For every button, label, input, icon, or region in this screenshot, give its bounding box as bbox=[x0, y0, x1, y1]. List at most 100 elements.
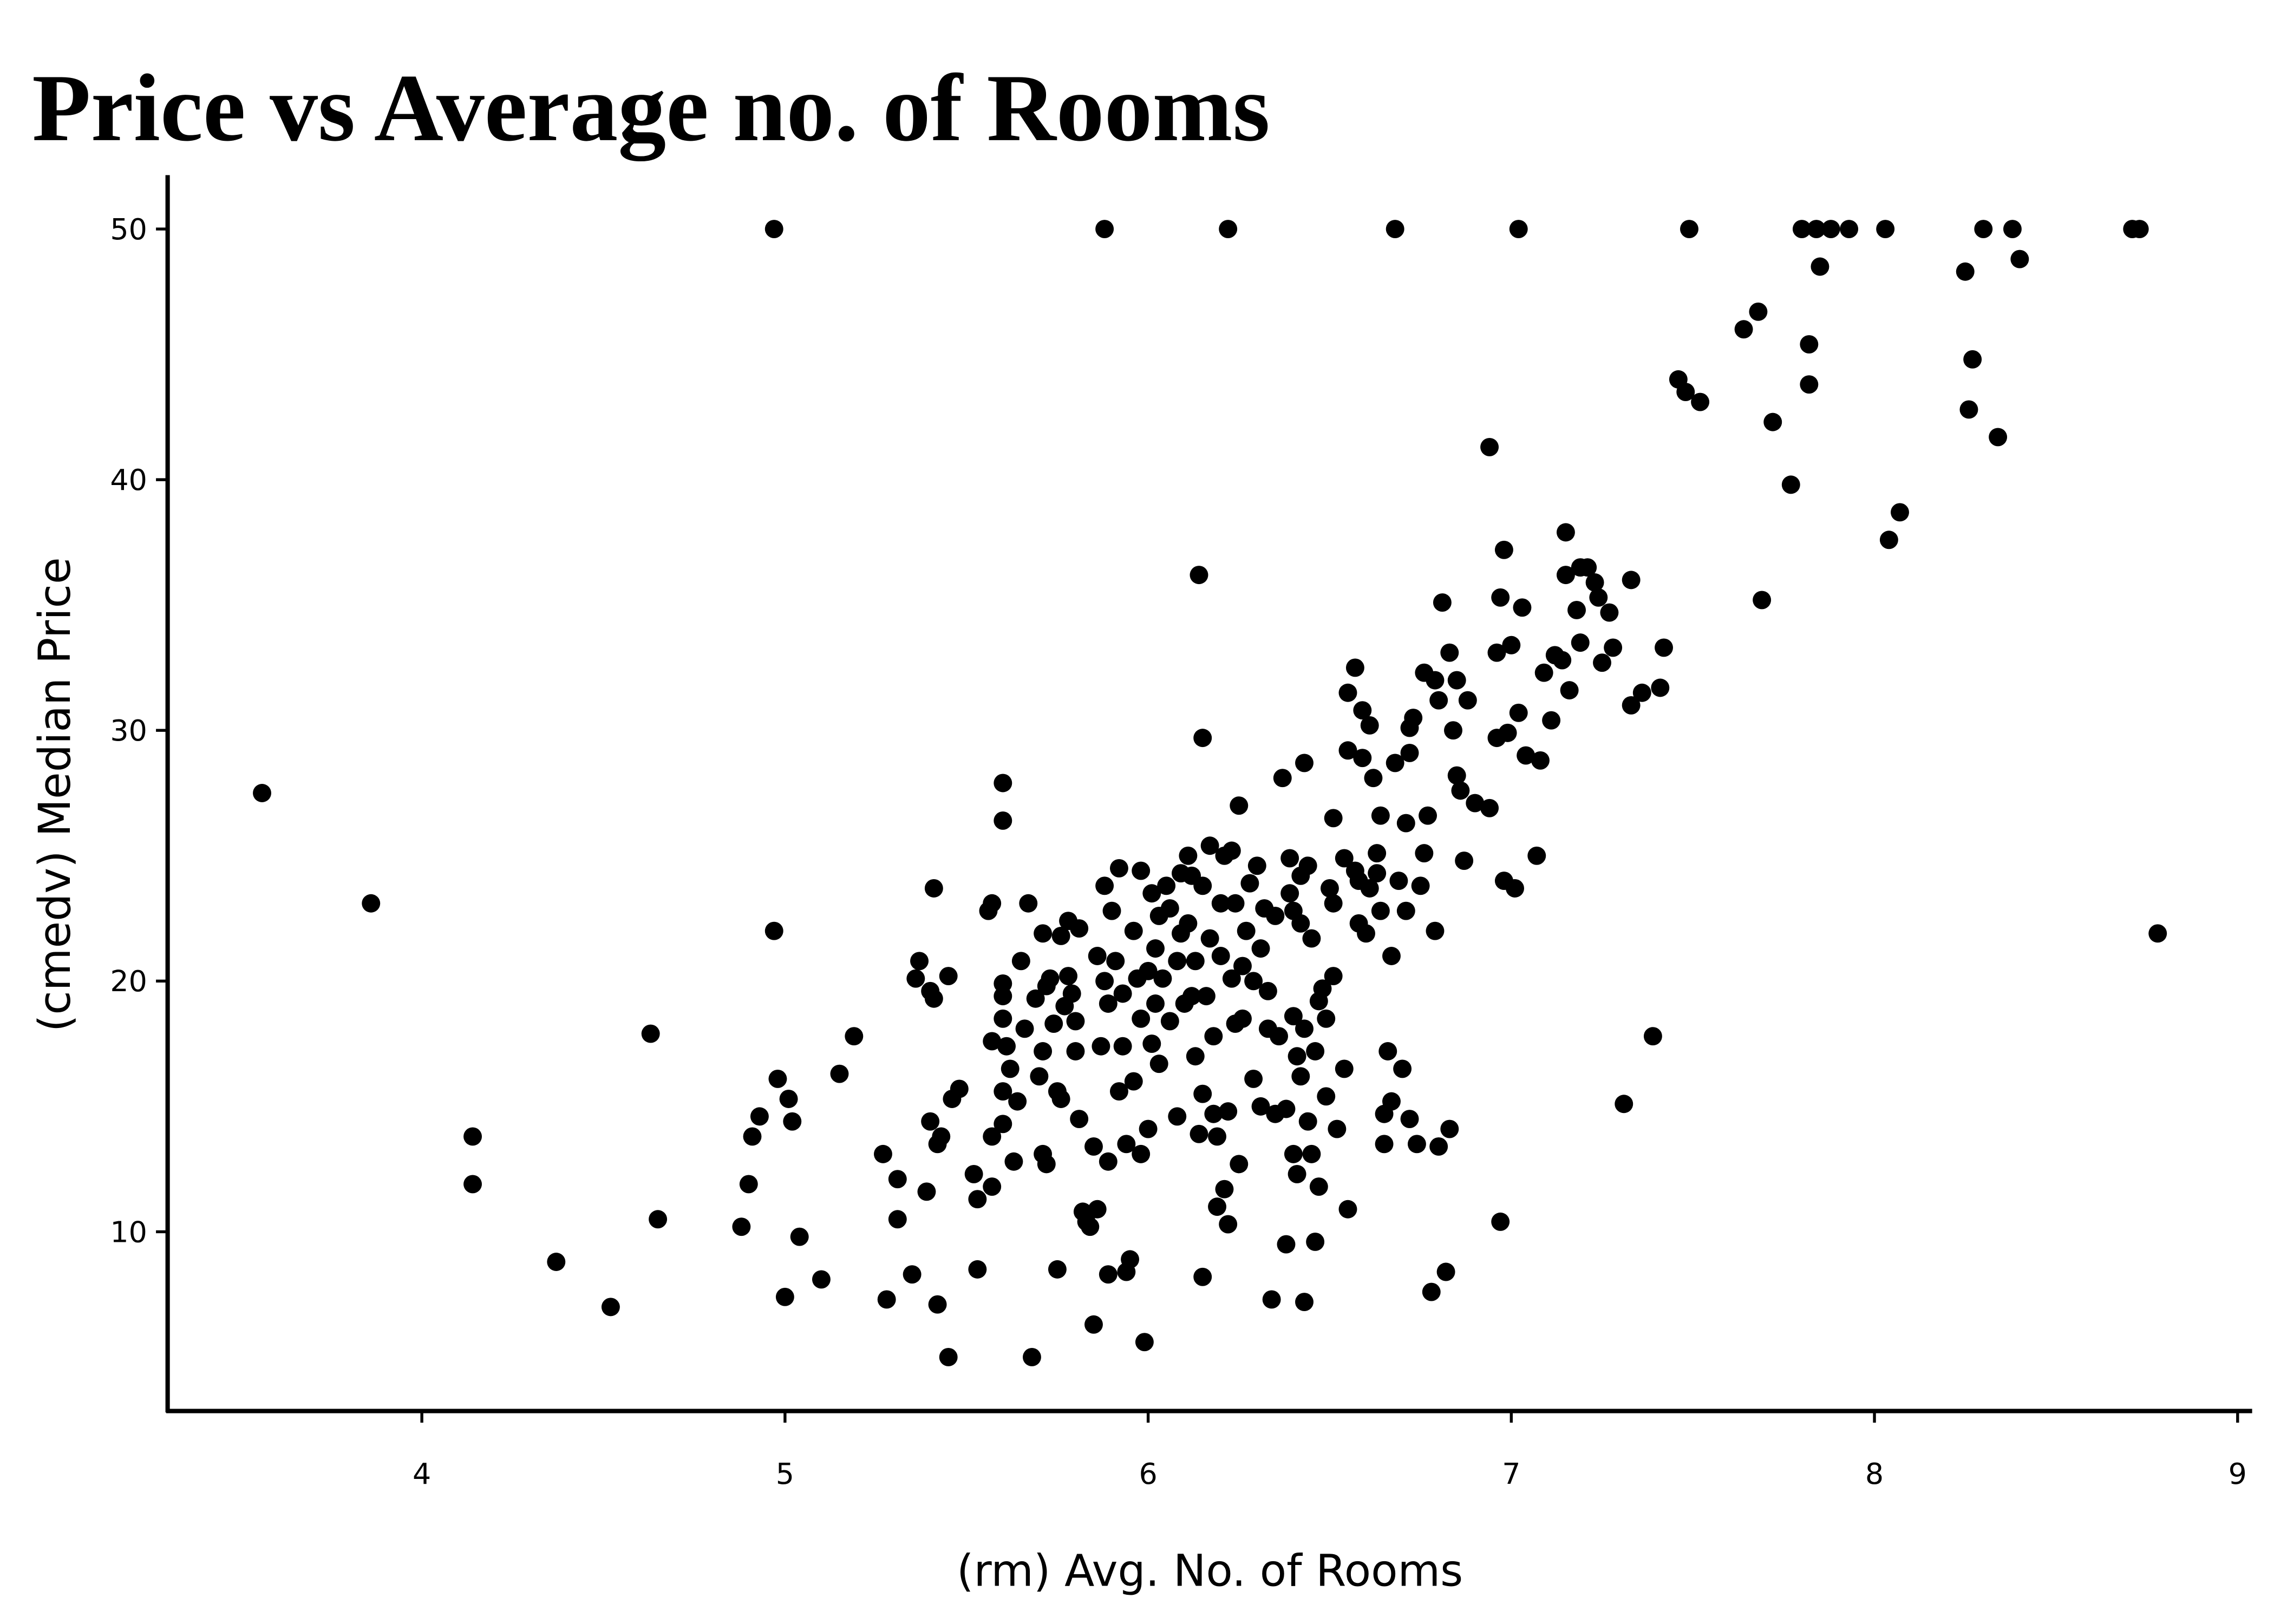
point bbox=[1335, 849, 1354, 868]
point bbox=[903, 1265, 922, 1284]
point bbox=[1102, 901, 1121, 920]
point bbox=[1375, 1135, 1394, 1154]
point bbox=[1429, 1137, 1448, 1156]
point bbox=[1364, 769, 1383, 788]
point bbox=[1876, 220, 1895, 238]
point bbox=[1400, 1110, 1419, 1128]
point bbox=[1440, 643, 1459, 662]
point bbox=[910, 952, 929, 971]
point bbox=[968, 1260, 987, 1279]
point bbox=[1556, 566, 1575, 585]
point bbox=[888, 1170, 907, 1189]
point bbox=[1974, 220, 1993, 238]
point bbox=[1615, 1095, 1633, 1114]
x-tick-label: 7 bbox=[1502, 1457, 1520, 1491]
point bbox=[1400, 743, 1419, 762]
point bbox=[1506, 879, 1524, 898]
point bbox=[1084, 1315, 1103, 1334]
point bbox=[1237, 921, 1256, 940]
point bbox=[1426, 921, 1445, 940]
point bbox=[1509, 220, 1528, 238]
point bbox=[1088, 947, 1107, 965]
point bbox=[1691, 392, 1710, 411]
point bbox=[1019, 894, 1038, 913]
x-tick-label: 4 bbox=[413, 1457, 431, 1491]
point bbox=[1451, 781, 1470, 800]
point bbox=[877, 1290, 896, 1309]
point bbox=[1233, 957, 1252, 975]
point bbox=[1099, 994, 1118, 1013]
point bbox=[1527, 846, 1546, 865]
point bbox=[1059, 967, 1077, 986]
point bbox=[1095, 876, 1114, 895]
point bbox=[1360, 879, 1379, 898]
point bbox=[1491, 588, 1510, 607]
point bbox=[997, 1037, 1016, 1056]
y-tick-label: 50 bbox=[110, 212, 147, 246]
point bbox=[1604, 638, 1623, 657]
point bbox=[253, 784, 271, 802]
point bbox=[1415, 844, 1434, 863]
point bbox=[924, 989, 943, 1008]
point bbox=[1099, 1265, 1118, 1284]
point bbox=[1553, 651, 1572, 670]
point bbox=[888, 1210, 907, 1229]
point bbox=[1284, 1007, 1303, 1026]
point bbox=[1368, 864, 1387, 883]
point bbox=[1230, 796, 1249, 815]
point bbox=[917, 1182, 936, 1201]
point bbox=[1132, 1144, 1151, 1163]
point bbox=[983, 1032, 1002, 1051]
x-tick-label: 5 bbox=[776, 1457, 794, 1491]
point bbox=[1422, 1282, 1441, 1301]
x-axis-title: (rm) Avg. No. of Rooms bbox=[957, 1546, 1463, 1597]
point bbox=[1389, 872, 1408, 890]
point bbox=[1879, 531, 1898, 549]
point bbox=[1491, 1212, 1510, 1231]
point bbox=[1396, 901, 1415, 920]
point bbox=[1124, 1072, 1143, 1091]
point bbox=[1821, 220, 1840, 238]
point bbox=[1571, 633, 1590, 652]
point bbox=[1095, 972, 1114, 991]
point bbox=[964, 1164, 983, 1183]
point bbox=[1179, 914, 1198, 933]
point bbox=[1244, 1069, 1263, 1088]
point bbox=[1531, 751, 1550, 770]
point bbox=[1426, 671, 1445, 690]
point bbox=[830, 1064, 849, 1083]
point bbox=[1015, 1019, 1034, 1038]
point bbox=[983, 1177, 1002, 1196]
point bbox=[1419, 806, 1437, 825]
point bbox=[1891, 503, 1909, 522]
point bbox=[1186, 952, 1205, 971]
point bbox=[1190, 566, 1208, 585]
point bbox=[2003, 220, 2022, 238]
point bbox=[939, 1348, 958, 1366]
point bbox=[1022, 1348, 1041, 1366]
point bbox=[1008, 1092, 1027, 1111]
point bbox=[1317, 1009, 1336, 1028]
point bbox=[649, 1210, 668, 1229]
point bbox=[950, 1079, 969, 1098]
point bbox=[1160, 1012, 1179, 1031]
point bbox=[1792, 220, 1811, 238]
point bbox=[1230, 1155, 1249, 1174]
point bbox=[1317, 1087, 1336, 1106]
point bbox=[1781, 475, 1800, 494]
point bbox=[1324, 809, 1343, 828]
point bbox=[1044, 1014, 1063, 1033]
point bbox=[1135, 1333, 1154, 1352]
point bbox=[1168, 952, 1187, 971]
point bbox=[1222, 969, 1241, 988]
point bbox=[1070, 1110, 1089, 1128]
point bbox=[1226, 894, 1245, 913]
point bbox=[845, 1027, 864, 1046]
point bbox=[1157, 876, 1176, 895]
point bbox=[1288, 1164, 1306, 1183]
point bbox=[1498, 723, 1517, 742]
point bbox=[812, 1270, 831, 1289]
x-tick-label: 8 bbox=[1865, 1457, 1884, 1491]
point bbox=[1378, 1042, 1397, 1060]
point bbox=[994, 774, 1012, 793]
